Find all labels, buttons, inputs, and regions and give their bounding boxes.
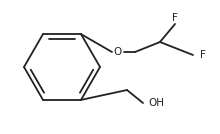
Text: F: F	[200, 50, 206, 60]
Text: F: F	[172, 13, 178, 23]
Text: O: O	[114, 47, 122, 57]
Text: OH: OH	[148, 98, 164, 108]
